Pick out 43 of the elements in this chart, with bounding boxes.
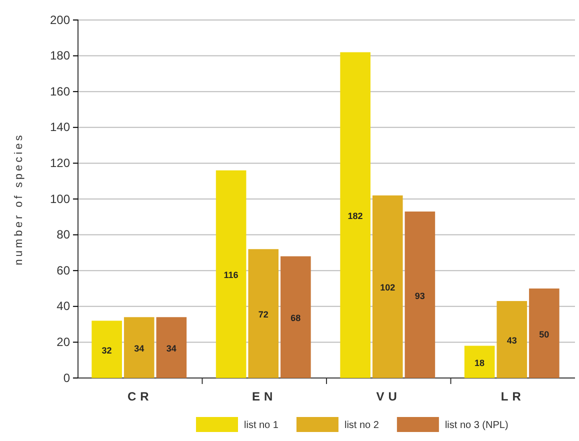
bar xyxy=(496,301,528,378)
y-tick-label: 100 xyxy=(50,192,70,206)
bar xyxy=(372,195,403,378)
data-label: 93 xyxy=(414,290,425,301)
data-label: 102 xyxy=(380,282,396,293)
bar xyxy=(280,256,311,378)
bar xyxy=(124,317,154,378)
y-tick-label: 140 xyxy=(50,120,70,134)
y-tick-label: 40 xyxy=(56,299,70,314)
data-label: 34 xyxy=(134,344,144,354)
legend-label: list no 2 xyxy=(344,420,380,431)
y-tick-label: 60 xyxy=(56,263,70,278)
legend-label: list no 1 xyxy=(244,420,279,431)
bar xyxy=(92,320,122,378)
x-tick-label: EN xyxy=(252,390,277,404)
legend-label: list no 3 (NPL) xyxy=(444,420,508,431)
bar xyxy=(404,212,436,378)
bar xyxy=(464,346,495,378)
data-label: 68 xyxy=(290,313,301,324)
bar xyxy=(340,52,370,378)
bar xyxy=(248,249,279,378)
y-tick-label: 200 xyxy=(50,12,70,27)
bar xyxy=(529,288,560,378)
data-label: 32 xyxy=(102,345,112,356)
x-tick-label: VU xyxy=(376,390,401,404)
data-label: 43 xyxy=(506,336,517,346)
x-tick-label: LR xyxy=(500,390,525,404)
data-label: 182 xyxy=(348,211,363,222)
y-tick-label: 120 xyxy=(50,156,70,170)
bar xyxy=(156,317,187,378)
y-tick-label: 0 xyxy=(63,370,70,385)
data-label: 72 xyxy=(258,310,268,320)
y-tick-label: 20 xyxy=(56,335,70,350)
data-label: 50 xyxy=(539,329,550,340)
y-tick-label: 160 xyxy=(50,84,70,98)
y-tick-label: 80 xyxy=(56,228,70,242)
data-label: 34 xyxy=(166,344,176,354)
data-label: 116 xyxy=(224,270,238,280)
y-tick-label: 180 xyxy=(50,48,70,63)
data-label: 18 xyxy=(474,358,485,368)
bar xyxy=(216,170,246,378)
y-axis-title: number of species xyxy=(13,132,25,266)
x-tick-label: CR xyxy=(127,390,153,404)
